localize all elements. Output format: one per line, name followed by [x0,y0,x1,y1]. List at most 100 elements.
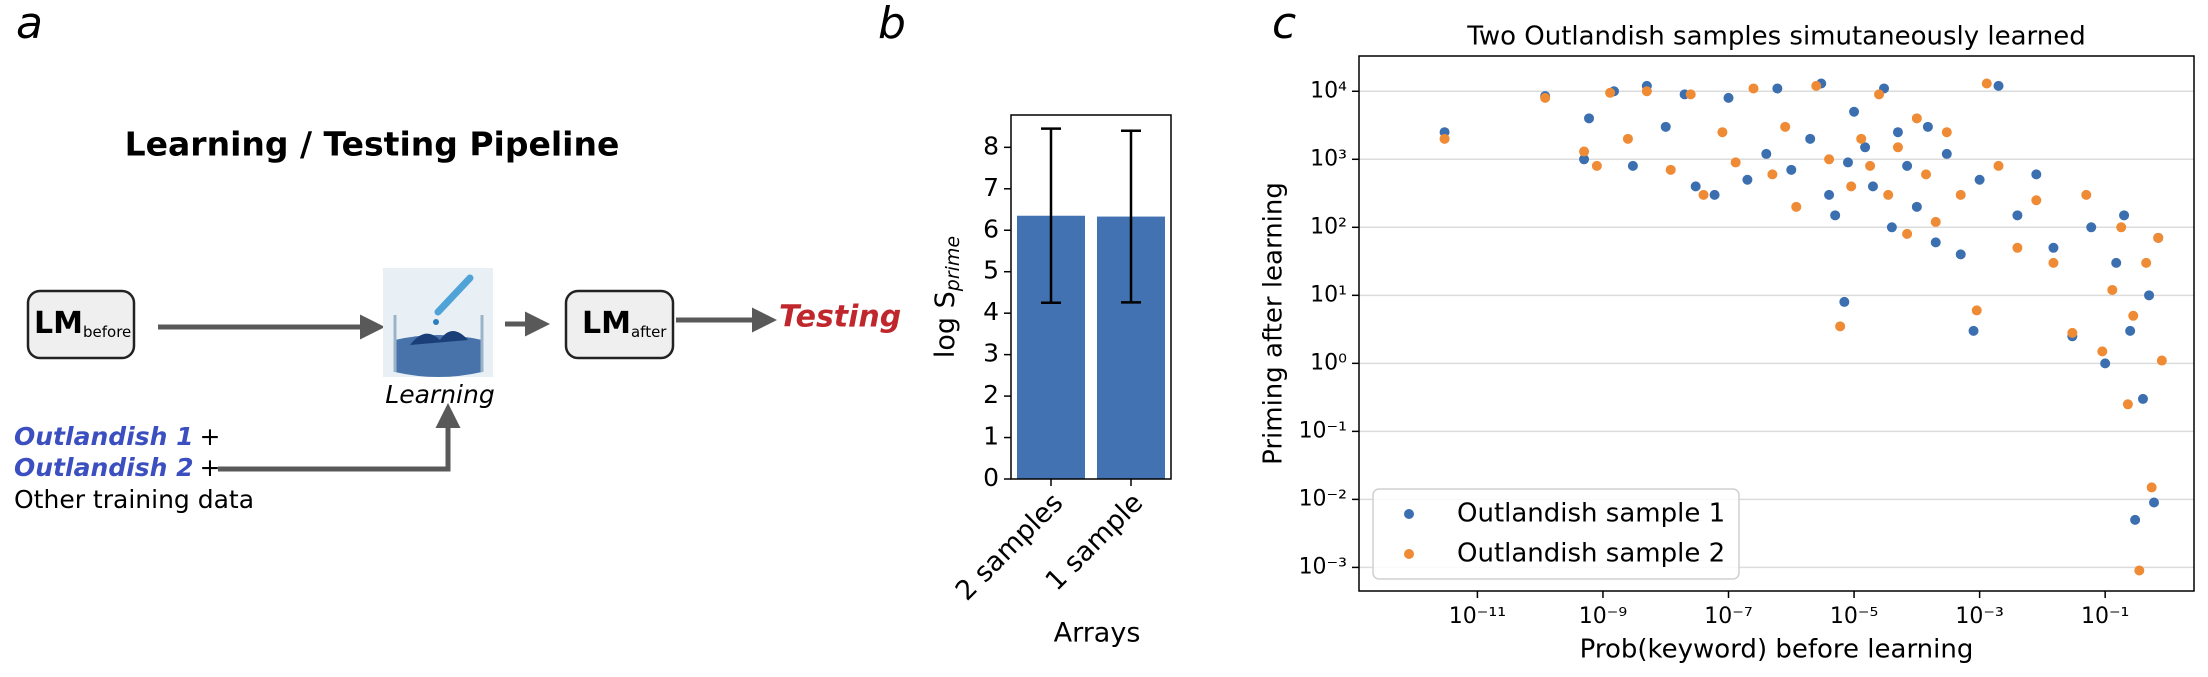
point [1842,157,1853,168]
y-tick-label: 1 [983,422,999,451]
input-label: Outlandish 2 + [14,453,220,482]
panel-label: a [16,0,43,49]
y-axis-label-sub: prime [942,236,964,292]
point [1540,92,1551,103]
input-label: Outlandish 1 + [14,422,220,451]
point [1660,121,1671,132]
point [2116,222,2127,233]
point [1867,181,1878,192]
point [2111,257,2122,268]
point [2119,210,2130,221]
point [1886,222,1897,233]
point [1627,160,1638,171]
x-tick-label: 10⁻⁵ [1830,604,1878,629]
point [1856,133,1867,144]
y-tick-label: 6 [983,214,999,243]
point [1830,210,1841,221]
point [1993,160,2004,171]
panel-label: b [878,0,906,49]
point [1874,89,1885,100]
point [1786,164,1797,175]
y-tick-label: 10¹ [1310,282,1347,307]
point [1955,249,1966,260]
x-tick-label: 10⁻⁹ [1579,604,1627,629]
point [1584,113,1595,124]
y-tick-label: 4 [983,297,999,326]
point [1835,321,1846,332]
point [1921,169,1932,180]
x-tick-label: 10⁻¹ [2081,604,2129,629]
node-label: LMafter [582,306,667,341]
y-tick-label: 10⁰ [1310,350,1347,375]
node-box [26,289,136,360]
point [1780,121,1791,132]
point [2048,257,2059,268]
point [1824,189,1835,200]
point [1865,160,1876,171]
step-label: Learning [385,380,494,409]
point [1579,146,1590,157]
point [1902,160,1913,171]
node-label: LMbefore [34,306,131,341]
point [1941,127,1952,138]
point [1902,228,1913,239]
point [1971,305,1982,316]
point [1968,325,1979,336]
y-tick-label: 10² [1310,214,1347,239]
point [2081,189,2092,200]
point [2134,565,2145,576]
axes-frame [1010,114,1172,480]
point [1911,201,1922,212]
y-tick-label: 10³ [1310,146,1347,171]
point [1690,181,1701,192]
point [1892,142,1903,153]
point [1761,148,1772,159]
panel-label: c [1272,0,1296,49]
input-label: Other training data [14,485,254,514]
point [2100,358,2111,369]
legend-box [1372,488,1740,580]
point [2137,393,2148,404]
arrow [218,403,461,472]
point [1974,174,1985,185]
point [1930,216,1941,227]
y-tick-label: 10⁻³ [1299,554,1347,579]
point [1981,78,1992,89]
point [1717,127,1728,138]
y-tick-label: 5 [983,256,999,285]
legend-label: Outlandish sample 2 [1457,539,1725,569]
y-tick-label: 0 [983,463,999,492]
point [1723,92,1734,103]
point [2125,325,2136,336]
point [1685,89,1696,100]
y-tick-label: 3 [983,339,999,368]
y-tick-label: 10⁴ [1310,78,1347,103]
node-box [564,289,675,360]
y-tick-label: 7 [983,173,999,202]
point [1911,113,1922,124]
y-tick-label: 10⁻¹ [1299,418,1347,443]
point [1839,296,1850,307]
y-tick-label: 2 [983,380,999,409]
x-axis-label: Arrays [1054,618,1141,649]
point [1922,121,1933,132]
y-axis-label-main: log S [930,291,961,358]
x-tick-label: 10⁻⁷ [1704,604,1752,629]
diagram-title: Learning / Testing Pipeline [125,125,620,164]
point [2048,242,2059,253]
point [1767,169,1778,180]
point [2097,346,2108,357]
point [1846,181,1857,192]
y-axis-label: Priming after learning [1259,182,1289,465]
y-axis-label: log Sprime [930,236,964,358]
point [2128,310,2139,321]
point [1641,86,1652,97]
point [2130,514,2141,525]
x-tick-label: 10⁻³ [1955,604,2003,629]
point [2156,355,2167,366]
beaker-icon [383,268,493,377]
chart-title: Two Outlandish samples simutaneously lea… [1466,22,2086,52]
point [1955,189,1966,200]
point [1883,189,1894,200]
point [2146,482,2157,493]
